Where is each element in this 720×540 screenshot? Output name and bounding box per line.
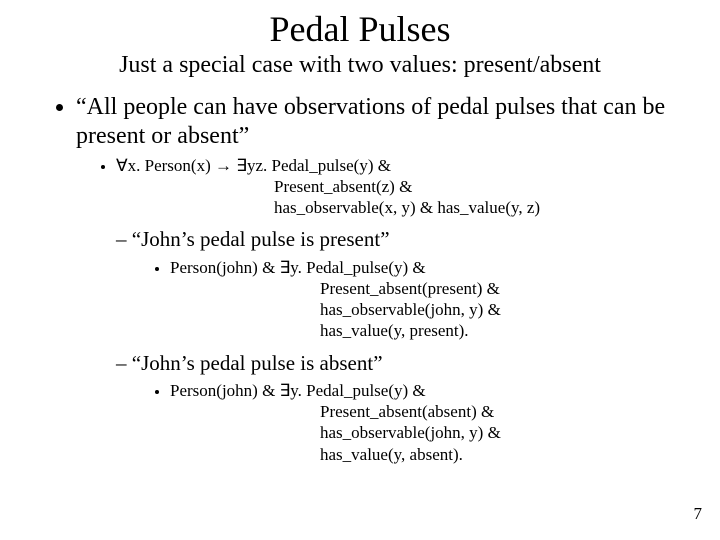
formula-line: has_observable(john, y) &: [170, 422, 680, 443]
formula-line: Present_absent(absent) &: [170, 401, 680, 422]
formula-line: Person(john) & ∃y. Pedal_pulse(y) &: [170, 258, 426, 277]
formula-item: ∀x. Person(x) → ∃yz. Pedal_pulse(y) & Pr…: [116, 155, 680, 219]
formula-item: Person(john) & ∃y. Pedal_pulse(y) & Pres…: [170, 257, 680, 342]
formula-line: has_value(y, present).: [170, 320, 680, 341]
slide: Pedal Pulses Just a special case with tw…: [0, 0, 720, 540]
sub-list: “John’s pedal pulse is present” Person(j…: [76, 226, 680, 465]
sub-text: “John’s pedal pulse is absent”: [132, 351, 383, 375]
formula-line: Person(john) & ∃y. Pedal_pulse(y) &: [170, 381, 426, 400]
slide-title: Pedal Pulses: [40, 8, 680, 50]
formula-line: Present_absent(present) &: [170, 278, 680, 299]
formula-list: Person(john) & ∃y. Pedal_pulse(y) & Pres…: [130, 380, 680, 465]
formula-list: ∀x. Person(x) → ∃yz. Pedal_pulse(y) & Pr…: [76, 155, 680, 219]
formula-line: has_observable(x, y) & has_value(y, z): [116, 197, 680, 218]
sub-text: “John’s pedal pulse is present”: [132, 227, 390, 251]
formula-line: ∀x. Person(x) → ∃yz. Pedal_pulse(y) &: [116, 156, 391, 175]
formula-line: has_value(y, absent).: [170, 444, 680, 465]
bullet-text: “All people can have observations of ped…: [76, 94, 665, 149]
formula-line: Present_absent(z) &: [116, 176, 680, 197]
bullet-item: “All people can have observations of ped…: [76, 93, 680, 465]
formula-item: Person(john) & ∃y. Pedal_pulse(y) & Pres…: [170, 380, 680, 465]
bullet-list: “All people can have observations of ped…: [40, 93, 680, 465]
slide-subtitle: Just a special case with two values: pre…: [40, 52, 680, 79]
page-number: 7: [694, 504, 703, 524]
sub-item: “John’s pedal pulse is present” Person(j…: [116, 226, 680, 341]
sub-item: “John’s pedal pulse is absent” Person(jo…: [116, 350, 680, 465]
formula-list: Person(john) & ∃y. Pedal_pulse(y) & Pres…: [130, 257, 680, 342]
formula-line: has_observable(john, y) &: [170, 299, 680, 320]
